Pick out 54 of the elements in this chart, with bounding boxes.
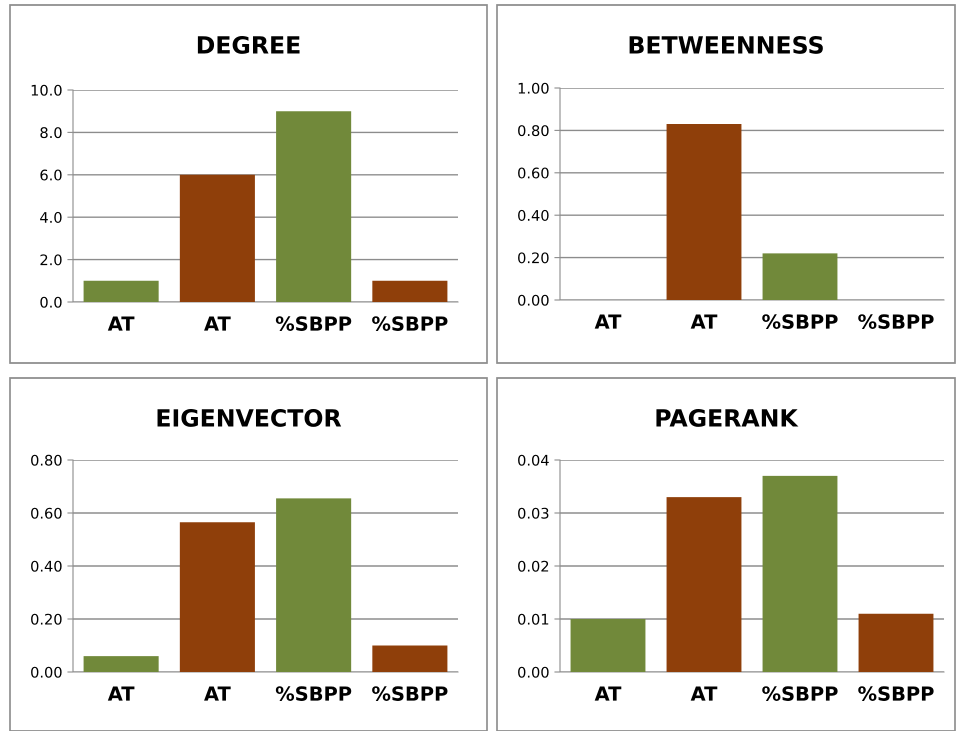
bar (180, 174, 255, 302)
x-tick-label: %SBPP (372, 686, 448, 701)
y-tick-label: 6.0 (40, 170, 62, 181)
chart-title: PAGERANK (656, 408, 798, 427)
y-tick-label: 0.40 (518, 210, 549, 221)
y-tick-label: 0.80 (518, 125, 549, 136)
y-tick-label: 0.60 (31, 508, 62, 519)
y-tick-label: 8.0 (40, 127, 62, 138)
y-tick-label: 0.00 (518, 294, 549, 306)
x-tick-label: AT (204, 316, 231, 331)
bar (372, 280, 448, 302)
y-tick-label: 0.40 (31, 560, 62, 572)
bar (180, 522, 255, 672)
chart-title: BETWEENNESS (630, 36, 823, 54)
x-tick-label: AT (108, 316, 134, 331)
chart-title: EIGENVECTOR (158, 408, 342, 427)
x-tick-label: %SBPP (858, 686, 934, 701)
bar (276, 498, 352, 672)
bar (762, 476, 838, 672)
y-tick-label: 4.0 (40, 212, 62, 223)
y-tick-label: 0.01 (518, 614, 548, 625)
y-tick-label: 0.00 (31, 666, 62, 678)
y-tick-label: 0.03 (518, 508, 548, 519)
bar (666, 497, 742, 672)
y-tick-label: 0.80 (31, 454, 62, 466)
bar (858, 614, 934, 672)
y-tick-label: 0.60 (518, 168, 549, 179)
x-tick-label: AT (594, 314, 622, 329)
x-tick-label: %SBPP (762, 314, 838, 329)
y-tick-label: 2.0 (40, 254, 62, 266)
y-tick-label: 0.02 (518, 560, 548, 572)
y-tick-label: 0.20 (31, 614, 62, 625)
y-tick-label: 1.00 (518, 82, 549, 94)
x-tick-label: %SBPP (762, 686, 838, 701)
bar (84, 280, 159, 302)
x-tick-label: %SBPP (372, 316, 448, 331)
x-tick-label: AT (108, 686, 134, 701)
x-tick-label: %SBPP (276, 316, 352, 331)
bar (372, 646, 448, 672)
y-tick-label: 0.00 (518, 666, 549, 678)
x-tick-label: %SBPP (276, 686, 352, 701)
y-tick-label: 0.0 (40, 296, 62, 308)
x-tick-label: AT (690, 686, 718, 701)
x-tick-label: AT (690, 314, 718, 329)
bar (84, 656, 159, 672)
bar (570, 619, 646, 672)
x-tick-label: AT (594, 686, 622, 701)
chart-title: DEGREE (198, 36, 300, 54)
y-tick-label: 0.20 (518, 252, 549, 264)
x-tick-label: AT (204, 686, 231, 701)
y-tick-label: 0.04 (518, 454, 549, 466)
bar (276, 111, 352, 302)
x-tick-label: %SBPP (858, 314, 934, 329)
y-tick-label: 10.0 (32, 84, 62, 96)
